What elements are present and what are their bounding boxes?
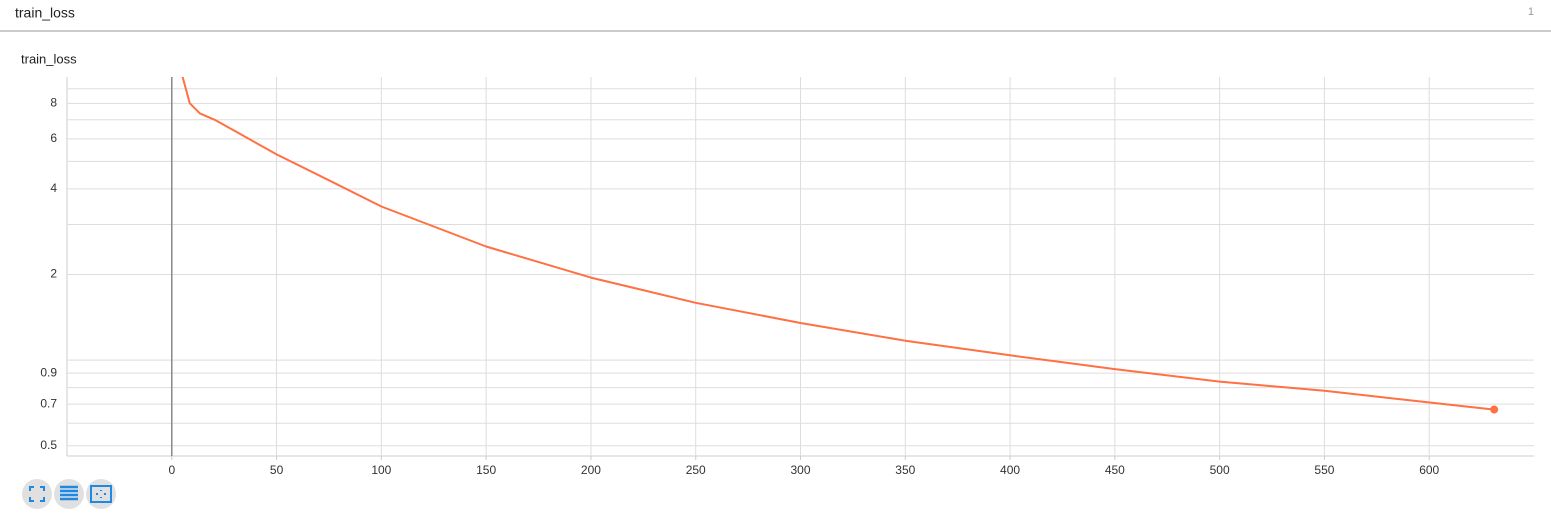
last-point	[1490, 405, 1499, 414]
x-tick-label: 450	[1105, 463, 1125, 477]
y-tick-label: 6	[50, 131, 57, 145]
x-tick-label: 50	[270, 463, 284, 477]
x-tick-label: 200	[581, 463, 601, 477]
header-bar	[0, 0, 1551, 31]
x-tick-label: 600	[1419, 463, 1439, 477]
y-tick-label: 2	[50, 267, 57, 281]
x-tick-label: 0	[168, 463, 175, 477]
chart-title: train_loss	[21, 51, 77, 66]
y-tick-label: 4	[50, 181, 57, 195]
header-title: train_loss	[15, 5, 75, 21]
fit-domain-button[interactable]	[86, 479, 116, 509]
fullscreen-button[interactable]	[22, 479, 52, 509]
x-tick-label: 300	[790, 463, 810, 477]
x-tick-label: 400	[1000, 463, 1020, 477]
loss-line	[181, 77, 1495, 411]
y-tick-label: 0.5	[40, 438, 57, 452]
x-tick-label: 500	[1210, 463, 1230, 477]
toggle-log-button[interactable]	[54, 479, 84, 509]
x-tick-label: 550	[1314, 463, 1334, 477]
x-tick-label: 100	[371, 463, 391, 477]
header-count: 1	[1528, 6, 1534, 18]
y-tick-label: 8	[50, 95, 57, 109]
x-tick-label: 150	[476, 463, 496, 477]
x-tick-label: 250	[686, 463, 706, 477]
plot: 0.5 0.7 0.9 2 4 6 8 0 50 100 150 200 250 300 350 400 450…	[40, 77, 1534, 477]
x-tick-label: 350	[895, 463, 915, 477]
y-tick-label: 0.9	[40, 365, 57, 379]
y-tick-label: 0.7	[40, 396, 57, 410]
